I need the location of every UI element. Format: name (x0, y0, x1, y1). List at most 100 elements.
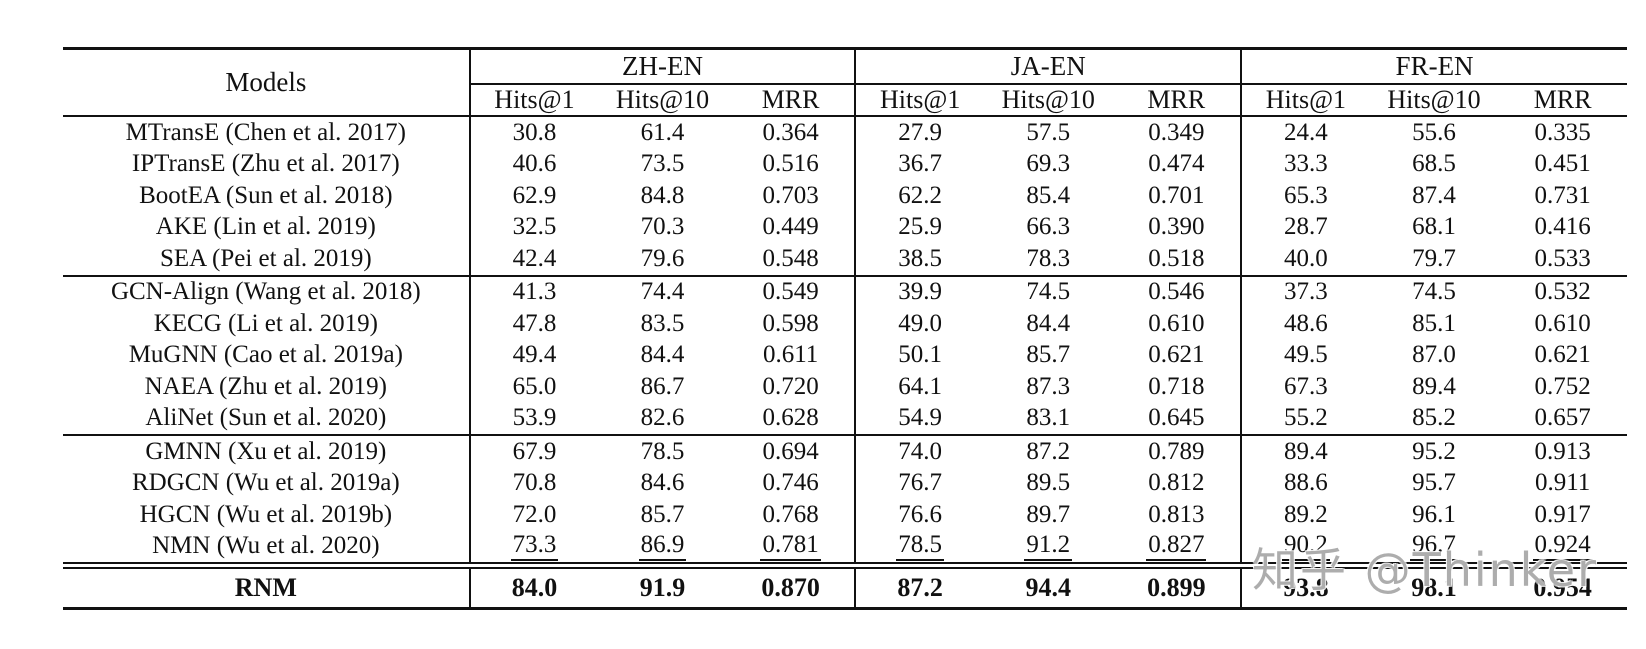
metric-value: 0.474 (1148, 150, 1205, 178)
metric-value: 0.546 (1112, 274, 1242, 308)
metric-value: 0.621 (1534, 341, 1591, 369)
metric-value: 38.5 (854, 243, 984, 276)
metric-value: 88.6 (1240, 467, 1370, 499)
metric-value: 78.5 (598, 434, 727, 468)
model-name: RDGCN (Wu et al. 2019a) (131, 469, 400, 497)
model-name: MTransE (Chen et al. 2017) (125, 118, 406, 146)
final-result-row: RNM 84.0 91.9 0.870 87.2 94.4 0.899 93.8… (63, 562, 1627, 610)
models-column-header: Models (63, 47, 470, 117)
metric-value: 79.6 (640, 244, 685, 272)
metric-value: 0.364 (762, 118, 819, 146)
group-header-row: Models ZH-EN JA-EN FR-EN (63, 47, 1627, 117)
metric-value: 49.4 (468, 339, 599, 371)
metric-value: 0.812 (1148, 469, 1205, 497)
metric-value: 74.5 (1369, 274, 1499, 308)
underlined-value: 86.9 (638, 531, 687, 562)
metric-value: 72.0 (468, 499, 599, 531)
table-body: MTransE (Chen et al. 2017) 30.8 61.4 0.364 2… (63, 116, 1627, 566)
metric-header: Hits@1 (468, 84, 599, 117)
metric-value: 0.621 (1148, 341, 1205, 369)
metric-value: 87.4 (1412, 181, 1456, 209)
table-row: MTransE (Chen et al. 2017) 30.8 61.4 0.364 2… (63, 116, 1627, 149)
metric-value: 0.335 (1534, 118, 1591, 146)
metric-value: 74.0 (854, 434, 984, 468)
metric-value: 41.3 (468, 274, 599, 308)
metric-value: 61.4 (640, 118, 685, 146)
metric-value: 62.9 (468, 180, 599, 212)
underlined-value: 73.3 (510, 531, 559, 562)
metric-value: 67.9 (468, 434, 599, 468)
metric-value: 95.2 (1369, 434, 1499, 468)
table-row: HGCN (Wu et al. 2019b) 72.0 85.7 0.768 76.6 8… (63, 499, 1627, 531)
metric-value: 84.6 (640, 469, 685, 497)
underlined-value: 91.2 (1024, 531, 1073, 562)
model-name: IPTransE (Zhu et al. 2017) (131, 150, 400, 178)
metric-value: 86.9 (598, 531, 727, 566)
metric-value: 0.549 (726, 274, 856, 308)
metric-value: 0.533 (1534, 244, 1591, 272)
metric-value: 0.899 (1112, 562, 1242, 610)
metric-value: 0.449 (762, 213, 819, 241)
metric-header: Hits@1 (854, 84, 984, 117)
metric-value: 0.451 (1534, 150, 1591, 178)
metric-header: Hits@10 (1369, 84, 1499, 117)
metric-value: 40.0 (1240, 243, 1370, 276)
metric-value: 87.0 (1412, 341, 1456, 369)
metric-value: 0.718 (1148, 372, 1205, 400)
metric-value: 53.9 (468, 402, 599, 435)
metric-value: 96.1 (1412, 500, 1456, 528)
metric-value: 54.9 (854, 402, 984, 435)
metric-value: 67.3 (1240, 371, 1370, 403)
table-footer: RNM 84.0 91.9 0.870 87.2 94.4 0.899 93.8… (63, 562, 1627, 610)
metric-value: 85.4 (1026, 181, 1071, 209)
metric-value: 47.8 (468, 308, 599, 340)
metric-value: 69.3 (1026, 150, 1071, 178)
table-row: GMNN (Xu et al. 2019) 67.9 78.5 0.694 74.0 87… (63, 434, 1627, 468)
metric-value: 73.3 (468, 530, 599, 566)
metric-value: 30.8 (468, 116, 599, 149)
metric-value: 39.9 (854, 274, 984, 308)
metric-value: 93.8 (1240, 562, 1370, 610)
metric-value: 89.4 (1412, 372, 1456, 400)
model-name: AliNet (Sun et al. 2020) (145, 404, 387, 432)
group-header-fr-en: FR-EN (1240, 47, 1627, 85)
metric-value: 91.2 (984, 531, 1113, 566)
results-table: Models ZH-EN JA-EN FR-EN Hits@1 Hits@10 … (63, 47, 1627, 610)
metric-value: 0.911 (1534, 469, 1591, 497)
underlined-value: 0.781 (760, 531, 821, 562)
table-row: SEA (Pei et al. 2019) 42.4 79.6 0.548 38.5 78… (63, 243, 1627, 276)
metric-header-row: Hits@1 Hits@10 MRR Hits@1 Hits@10 MRR Hi… (63, 84, 1627, 117)
table-row: BootEA (Sun et al. 2018) 62.9 84.8 0.703 62.… (63, 180, 1627, 212)
metric-value: 0.781 (727, 531, 856, 566)
metric-header: MRR (726, 84, 856, 117)
metric-value: 70.8 (468, 467, 599, 499)
metric-value: 73.5 (640, 150, 685, 178)
underlined-value: 0.827 (1146, 531, 1207, 562)
metric-value: 0.516 (762, 150, 819, 178)
metric-value: 78.3 (1026, 244, 1071, 272)
metric-value: 40.6 (468, 148, 599, 180)
model-name: KECG (Li et al. 2019) (153, 309, 378, 337)
metric-value: 0.628 (762, 404, 819, 432)
metric-value: 87.3 (1026, 372, 1071, 400)
metric-value: 89.5 (1026, 469, 1071, 497)
metric-value: 76.6 (854, 499, 984, 531)
metric-value: 48.6 (1240, 308, 1370, 340)
underlined-value: 90.2 (1282, 531, 1330, 562)
metric-value: 66.3 (1026, 213, 1071, 241)
metric-value: 76.7 (854, 467, 984, 499)
metric-value: 0.518 (1148, 244, 1205, 272)
metric-value: 24.4 (1240, 116, 1370, 149)
metric-value: 27.9 (854, 116, 984, 149)
metric-value: 85.7 (1026, 341, 1071, 369)
metric-header: MRR (1112, 84, 1242, 117)
metric-value: 82.6 (640, 404, 685, 432)
metric-value: 0.913 (1498, 434, 1627, 468)
results-table-container: Models ZH-EN JA-EN FR-EN Hits@1 Hits@10 … (63, 47, 1627, 610)
metric-value: 62.2 (854, 180, 984, 212)
table-row: MuGNN (Cao et al. 2019a) 49.4 84.4 0.611 50.… (63, 339, 1627, 371)
metric-value: 94.4 (983, 562, 1113, 610)
table-row: NMN (Wu et al. 2020) 73.3 86.9 0.781 78.5 91.… (63, 530, 1627, 566)
metric-value: 83.5 (640, 309, 685, 337)
metric-value: 42.4 (468, 243, 599, 276)
